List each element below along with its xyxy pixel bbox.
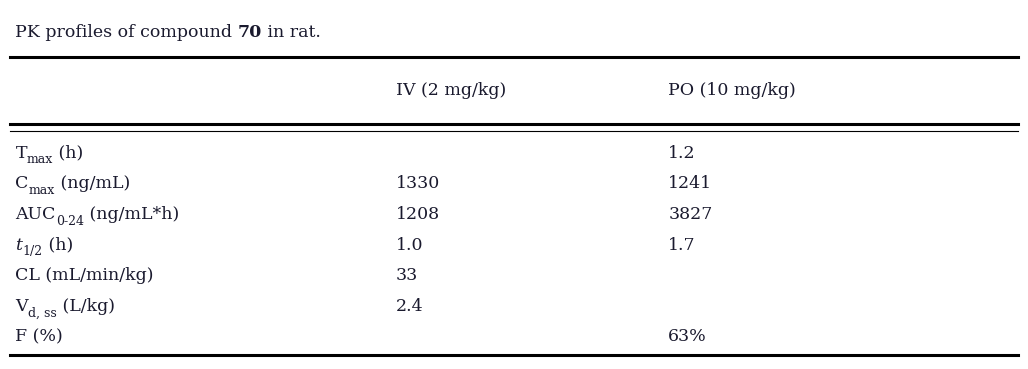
Text: 0-24: 0-24 (56, 214, 84, 228)
Text: (h): (h) (53, 145, 83, 162)
Text: in rat.: in rat. (262, 24, 321, 41)
Text: AUC: AUC (15, 206, 56, 223)
Text: (L/kg): (L/kg) (57, 298, 115, 315)
Text: 1.2: 1.2 (668, 145, 696, 162)
Text: 33: 33 (396, 267, 418, 284)
Text: max: max (27, 153, 53, 166)
Text: PK profiles of compound: PK profiles of compound (15, 24, 237, 41)
Text: 1.7: 1.7 (668, 237, 696, 254)
Text: V: V (15, 298, 28, 315)
Text: 1241: 1241 (668, 175, 712, 192)
Text: 1.0: 1.0 (396, 237, 424, 254)
Text: 63%: 63% (668, 328, 707, 345)
Text: (ng/mL): (ng/mL) (56, 175, 131, 192)
Text: 1330: 1330 (396, 175, 440, 192)
Text: (h): (h) (42, 237, 73, 254)
Text: F (%): F (%) (15, 328, 63, 345)
Text: CL (mL/min/kg): CL (mL/min/kg) (15, 267, 154, 284)
Text: t: t (15, 237, 23, 254)
Text: 1/2: 1/2 (23, 245, 42, 258)
Text: 2.4: 2.4 (396, 298, 424, 315)
Text: 1208: 1208 (396, 206, 440, 223)
Text: T: T (15, 145, 27, 162)
Text: IV (2 mg/kg): IV (2 mg/kg) (396, 82, 506, 99)
Text: 3827: 3827 (668, 206, 712, 223)
Text: C: C (15, 175, 29, 192)
Text: d, ss: d, ss (28, 306, 57, 320)
Text: 70: 70 (237, 24, 262, 41)
Text: PO (10 mg/kg): PO (10 mg/kg) (668, 82, 796, 99)
Text: (ng/mL*h): (ng/mL*h) (84, 206, 179, 223)
Text: max: max (29, 184, 56, 197)
